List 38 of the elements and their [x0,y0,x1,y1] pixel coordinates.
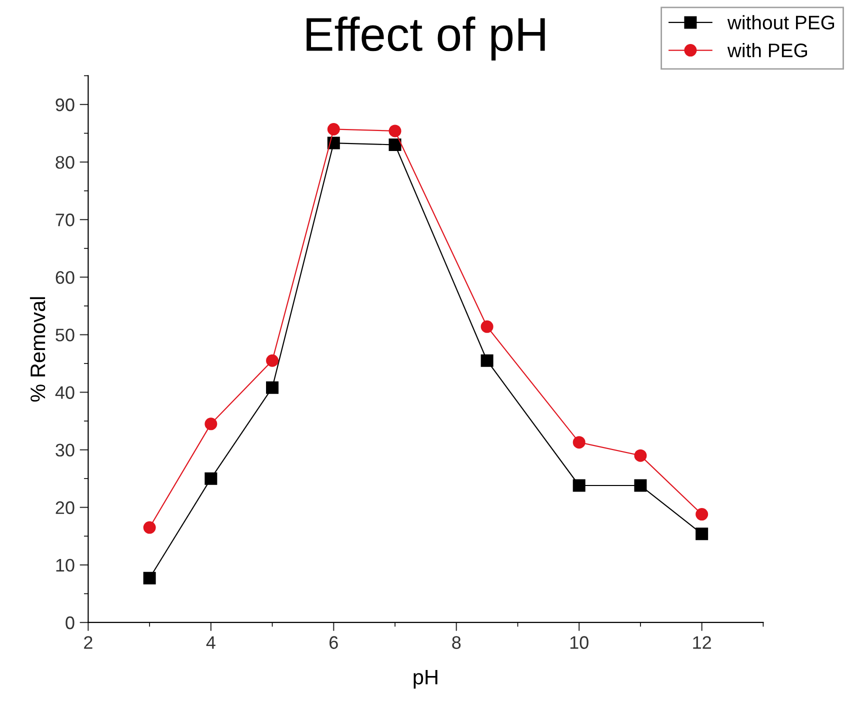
point [388,124,402,138]
point [572,479,586,492]
y-axis-title: % Removal [30,297,46,402]
y-tick-label: 60 [56,271,74,284]
legend-label: with PEG [727,43,808,58]
y-tick-label: 50 [56,328,74,342]
x-tick-label: 4 [206,636,216,649]
point [696,528,708,540]
legend-label: without PEG [727,15,834,30]
point [634,449,647,462]
x-tick-label: 6 [330,636,338,649]
point [388,138,402,152]
point [204,418,218,430]
y-tick-label: 30 [56,444,74,457]
y-tick-label: 0 [66,616,74,630]
point [266,354,279,367]
x-tick-label: 10 [570,636,588,649]
y-tick-label: 70 [56,214,74,226]
point [634,479,647,492]
chart-title: Effect of pH [306,16,545,61]
x-tick-label: 8 [452,636,461,649]
point [266,381,279,394]
point [572,436,586,449]
y-tick-label: 10 [56,558,74,572]
point [327,122,340,136]
y-tick-label: 90 [56,98,74,112]
x-axis-title: pH [414,670,438,689]
y-tick-label: 80 [56,156,74,169]
point [143,521,156,534]
y-tick-label: 20 [56,501,74,514]
y-tick-label: 40 [55,386,74,399]
x-tick-label: 2 [84,636,92,649]
point [696,508,708,521]
point [143,572,156,584]
point [480,320,494,333]
x-tick-label: 12 [693,636,711,649]
point [480,354,494,367]
point [204,472,218,485]
